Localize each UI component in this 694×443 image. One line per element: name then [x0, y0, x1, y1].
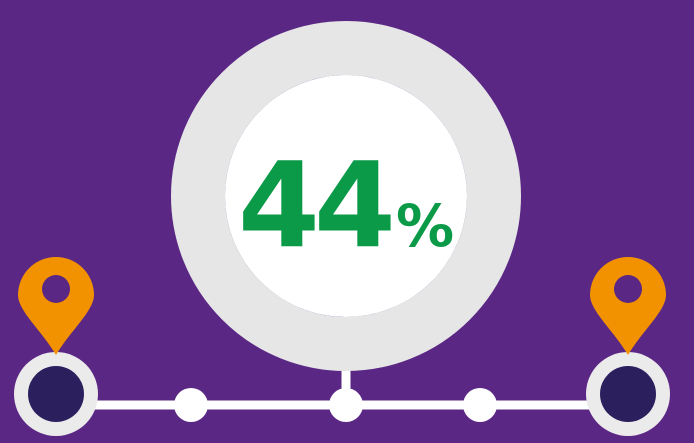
location-pin-icon [590, 257, 666, 355]
route-end-node [586, 352, 670, 436]
location-pin-icon [18, 257, 94, 355]
progress-ring [171, 21, 521, 371]
waypoint-dot [174, 388, 208, 422]
route-start-node [14, 352, 98, 436]
progress-percentage: 44% [238, 136, 454, 274]
waypoint-dot [463, 388, 497, 422]
progress-number: 44 [238, 136, 391, 274]
progress-track [171, 21, 521, 371]
progress-inner [225, 75, 467, 317]
progress-unit: % [396, 192, 454, 260]
waypoint-dot [329, 388, 363, 422]
